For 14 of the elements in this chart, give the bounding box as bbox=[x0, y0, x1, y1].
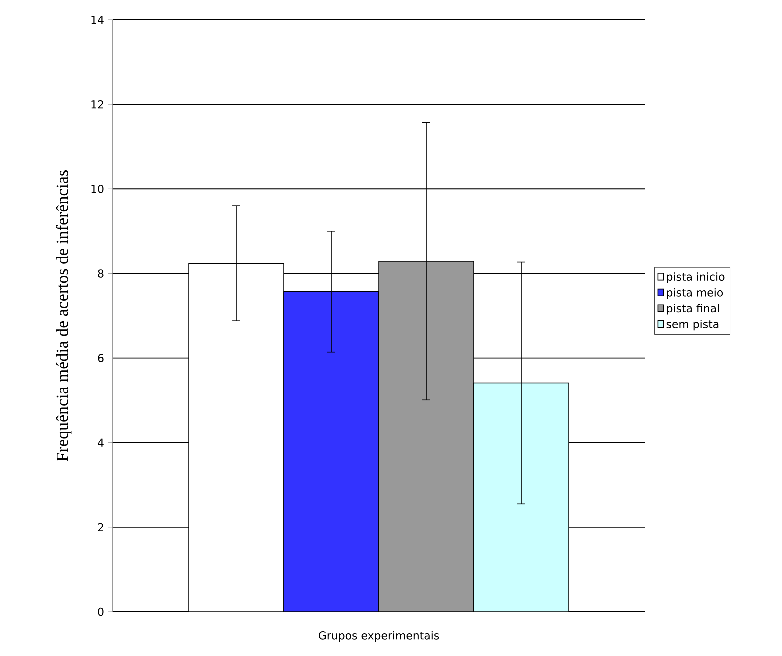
legend-label: sem pista bbox=[666, 320, 719, 331]
y-tick-label: 6 bbox=[98, 354, 104, 362]
legend-label: pista final bbox=[667, 304, 720, 315]
x-axis-title: Grupos experimentais bbox=[319, 631, 440, 642]
y-tick-label: 10 bbox=[92, 184, 104, 194]
y-tick-label: 4 bbox=[98, 438, 104, 447]
y-tick-label: 12 bbox=[92, 100, 104, 109]
y-axis-title: Frequência média de acertos de inferências bbox=[56, 170, 72, 462]
y-tick-label: 2 bbox=[98, 523, 104, 532]
y-tick-label: 0 bbox=[98, 608, 104, 616]
legend-label: pista inicio bbox=[667, 272, 725, 284]
legend-label: pista meio bbox=[667, 288, 724, 299]
y-tick-label: 8 bbox=[98, 270, 104, 278]
y-tick-label: 14 bbox=[92, 16, 104, 24]
